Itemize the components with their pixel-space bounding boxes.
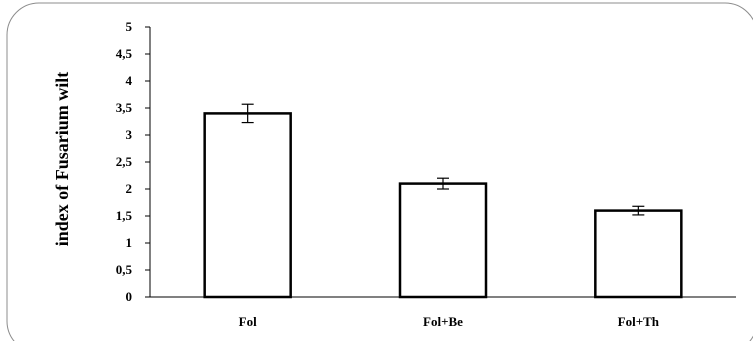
y-axis-label: index of Fusarium wilt xyxy=(52,72,72,247)
bar-fol-th xyxy=(594,209,683,299)
y-tick-label: 1 xyxy=(126,235,133,250)
y-tick-label: 2 xyxy=(126,181,133,196)
x-tick-label: Fol+Th xyxy=(618,314,660,329)
y-tick-label: 2,5 xyxy=(116,154,133,169)
y-tick-label: 4,5 xyxy=(116,46,133,61)
y-tick-label: 3,5 xyxy=(116,100,133,115)
x-tick-label: Fol+Be xyxy=(423,314,463,329)
bar-fol-be xyxy=(398,182,488,299)
x-tick-labels: Fol Fol+Be Fol+Th xyxy=(239,314,660,329)
y-ticks: 0 0,5 1 1,5 2 2,5 3 3,5 4 4,5 5 xyxy=(116,19,150,304)
y-tick-label: 4 xyxy=(126,73,133,88)
y-tick-label: 0 xyxy=(126,289,133,304)
bar-fol xyxy=(203,112,292,299)
x-tick-label: Fol xyxy=(239,314,257,329)
y-tick-label: 5 xyxy=(126,19,133,34)
y-tick-label: 1,5 xyxy=(116,208,133,223)
chart-frame xyxy=(6,2,753,341)
bars xyxy=(203,103,683,299)
y-tick-label: 0,5 xyxy=(116,262,133,277)
y-tick-label: 3 xyxy=(126,127,133,142)
